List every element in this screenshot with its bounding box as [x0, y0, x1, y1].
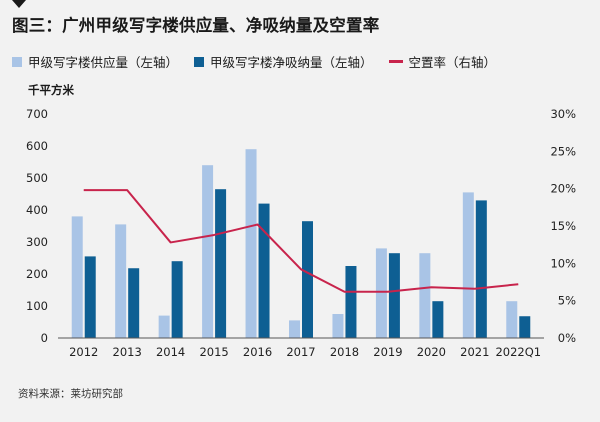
bar-supply [289, 320, 300, 338]
y-left-tick-label: 400 [26, 203, 48, 217]
legend-item-vacancy: 空置率（右轴） [388, 52, 497, 71]
y-left-tick-label: 300 [26, 235, 48, 249]
x-tick-label: 2014 [156, 345, 185, 359]
chart-title: 图三：广州甲级写字楼供应量、净吸纳量及空置率 [12, 16, 380, 35]
x-tick-label: 2017 [286, 345, 315, 359]
y-right-tick-label: 0% [558, 331, 576, 345]
y-left-tick-label: 600 [26, 139, 48, 153]
y-right-tick-label: 20% [550, 182, 576, 196]
bar-absorption [215, 189, 227, 338]
y-right-tick-label: 5% [558, 294, 576, 308]
legend-label-vacancy: 空置率（右轴） [408, 55, 497, 70]
legend-label-absorption: 甲级写字楼净吸纳量（左轴） [210, 55, 373, 70]
y-axis-unit-label: 千平方米 [28, 83, 74, 97]
bar-absorption [432, 301, 444, 338]
vacancy-rate-line [83, 189, 519, 293]
x-tick-label: 2020 [417, 345, 446, 359]
bar-absorption [475, 200, 487, 338]
bar-absorption [258, 203, 270, 338]
bar-supply [71, 216, 83, 338]
x-tick-label: 2013 [113, 345, 142, 359]
legend-swatch-supply [12, 56, 22, 67]
y-left-tick-label: 0 [41, 331, 48, 345]
header-marker [12, 0, 26, 8]
y-left-tick-label: 100 [26, 299, 48, 313]
bar-supply [115, 224, 127, 338]
bar-supply [158, 315, 170, 338]
y-right-tick-label: 25% [550, 144, 576, 158]
bar-absorption [84, 256, 96, 338]
legend-swatch-vacancy [388, 60, 403, 63]
legend-item-supply: 甲级写字楼供应量（左轴） [12, 52, 178, 71]
x-tick-label: 2019 [373, 345, 402, 359]
legend-label-supply: 甲级写字楼供应量（左轴） [28, 55, 179, 70]
bar-supply [419, 253, 431, 338]
y-right-tick-label: 30% [550, 107, 576, 121]
bar-supply [506, 301, 518, 338]
bar-absorption [128, 268, 140, 338]
y-left-tick-label: 200 [26, 267, 48, 281]
bar-supply [332, 314, 344, 338]
legend-item-absorption: 甲级写字楼净吸纳量（左轴） [194, 52, 373, 71]
bar-supply [375, 248, 387, 338]
x-tick-label: 2012 [69, 345, 98, 359]
bar-supply [245, 149, 257, 338]
bar-absorption [519, 316, 531, 338]
y-left-tick-label: 500 [26, 171, 48, 185]
bar-absorption [171, 261, 183, 338]
legend: 甲级写字楼供应量（左轴） 甲级写字楼净吸纳量（左轴） 空置率（右轴） [12, 52, 512, 71]
bar-absorption [388, 253, 400, 338]
x-tick-label: 2016 [243, 345, 272, 359]
y-right-tick-label: 15% [550, 219, 576, 233]
bar-absorption [302, 221, 313, 338]
bar-absorption [345, 266, 357, 338]
x-tick-label: 2022Q1 [495, 345, 541, 359]
x-tick-label: 2018 [330, 345, 359, 359]
x-tick-label: 2015 [199, 345, 228, 359]
x-tick-label: 2021 [460, 345, 489, 359]
legend-swatch-absorption [194, 56, 205, 67]
bar-supply [202, 165, 214, 338]
y-right-tick-label: 10% [550, 256, 576, 270]
bar-supply [462, 192, 474, 338]
source-note: 资料来源：莱坊研究部 [18, 388, 123, 400]
y-left-tick-label: 700 [26, 107, 48, 121]
